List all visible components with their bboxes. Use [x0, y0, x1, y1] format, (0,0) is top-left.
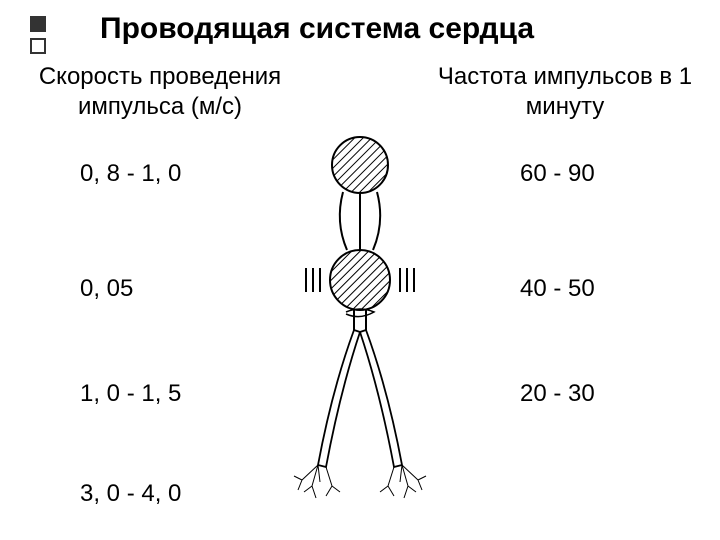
- sa-node-icon: [332, 137, 388, 193]
- speed-value: 0, 8 - 1, 0: [80, 160, 181, 188]
- freq-value: 40 - 50: [520, 275, 595, 303]
- av-node-icon: [330, 250, 390, 310]
- speed-value: 3, 0 - 4, 0: [80, 480, 181, 508]
- internodal-tract-icon: [373, 192, 380, 250]
- speed-value: 0, 05: [80, 275, 133, 303]
- title-bar: Проводящая система сердца: [30, 12, 534, 54]
- his-bundle-icon: [354, 309, 366, 330]
- page-title: Проводящая система сердца: [100, 12, 534, 46]
- freq-value: 60 - 90: [520, 160, 595, 188]
- internodal-tract-icon: [340, 192, 347, 250]
- left-column-header: Скорость проведения импульса (м/с): [20, 62, 300, 122]
- bullet-icon: [30, 16, 46, 32]
- left-bundle-branch-icon: [318, 330, 360, 467]
- purkinje-fibers-icon: [294, 465, 426, 498]
- right-bundle-branch-icon: [360, 330, 402, 467]
- speed-value: 1, 0 - 1, 5: [80, 380, 181, 408]
- bullet-icon: [30, 38, 46, 54]
- conduction-system-diagram: [260, 130, 460, 510]
- right-column-header: Частота импульсов в 1 минуту: [430, 62, 700, 122]
- freq-value: 20 - 30: [520, 380, 595, 408]
- title-bullets: [30, 16, 46, 54]
